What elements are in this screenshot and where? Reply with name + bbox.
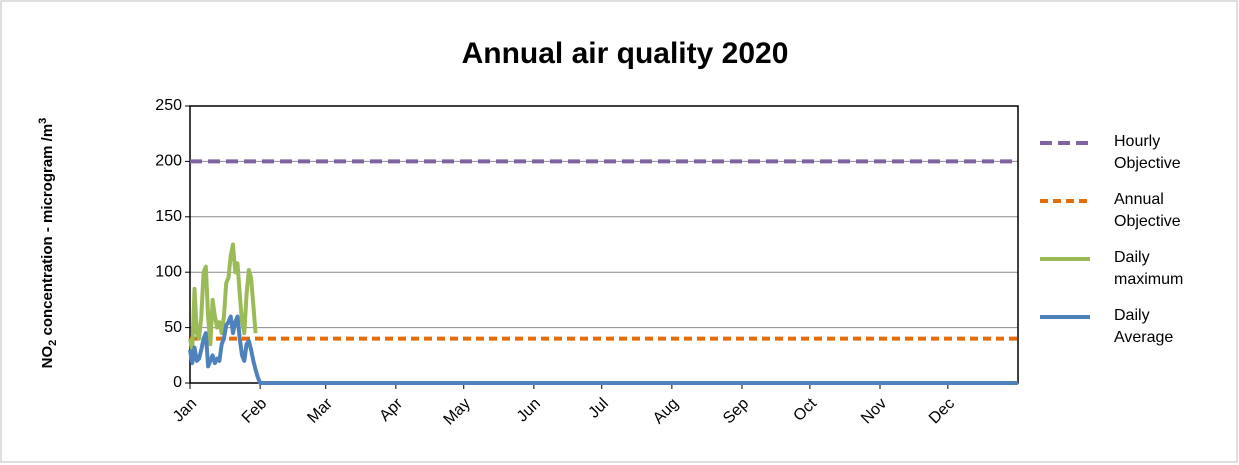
y-label-part: NO (39, 345, 56, 368)
chart-title: Annual air quality 2020 (462, 37, 789, 70)
legend-label: Daily Average (1114, 307, 1174, 346)
y-tick-label: 150 (155, 208, 182, 225)
y-axis-label: NO2 concentration - microgram /m3 (37, 118, 59, 369)
y-tick-label: 50 (164, 319, 182, 336)
series-line (188, 242, 258, 352)
y-tick-label: 100 (155, 263, 182, 280)
y-label-sub: 2 (47, 340, 59, 346)
legend-label: Hourly Objective (1114, 133, 1181, 172)
y-tick-label: 0 (173, 374, 182, 391)
y-tick-label: 200 (155, 153, 182, 170)
y-label-part: concentration - microgram /m (39, 124, 56, 340)
legend-label: Daily maximum (1114, 249, 1184, 288)
y-tick-label: 250 (155, 97, 182, 114)
legend-label: Annual Objective (1114, 191, 1181, 230)
series-line (188, 314, 1018, 385)
y-label-sup: 3 (37, 118, 49, 124)
